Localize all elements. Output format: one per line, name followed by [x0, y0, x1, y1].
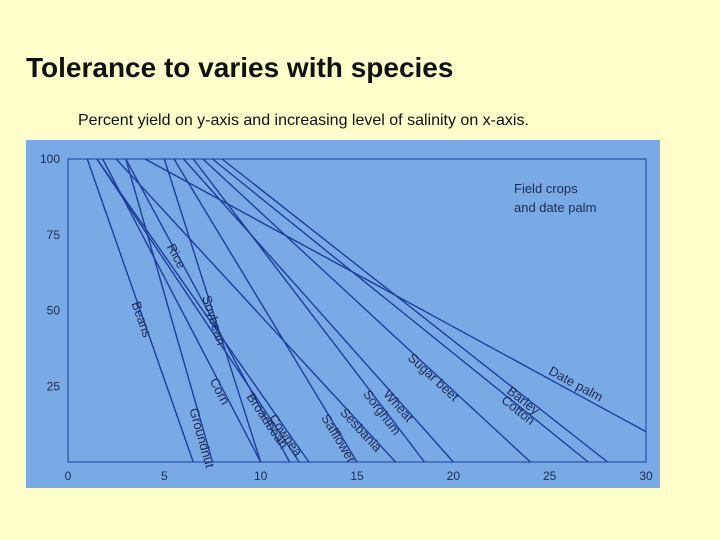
slide-subtitle: Percent yield on y-axis and increasing l…	[78, 112, 529, 129]
plot-background	[26, 140, 660, 488]
series-line	[192, 158, 425, 463]
series-line	[96, 158, 310, 463]
series-line	[125, 158, 291, 463]
y-tick-label: 50	[47, 304, 61, 318]
x-tick-label: 15	[350, 469, 364, 483]
y-tick-label: 75	[47, 228, 61, 242]
series-line	[221, 158, 608, 463]
series-line	[163, 158, 262, 463]
x-tick-label: 25	[543, 469, 557, 483]
x-tick-label: 30	[639, 469, 653, 483]
y-tick-label: 25	[47, 379, 61, 393]
series-line	[96, 158, 300, 463]
x-tick-label: 0	[65, 469, 72, 483]
series-line	[183, 158, 454, 463]
series-line	[212, 158, 589, 463]
y-tick-label: 100	[40, 152, 60, 166]
series-line	[125, 158, 214, 463]
x-tick-label: 20	[447, 469, 461, 483]
x-tick-label: 5	[161, 469, 168, 483]
salinity-tolerance-chart: 25 50 75 100 0 5 10 15 20 25 30 Field crops and date…	[26, 140, 660, 488]
series-line	[173, 158, 358, 463]
annotation-label: and date palm	[514, 200, 596, 215]
series-line	[86, 158, 194, 463]
series-line	[144, 158, 647, 433]
x-tick-label: 10	[254, 469, 268, 483]
series-line	[102, 158, 262, 463]
series-line	[202, 158, 531, 463]
series-line	[115, 158, 397, 463]
annotation-label: Field crops	[514, 181, 578, 196]
slide-title: Tolerance to varies with species	[26, 52, 454, 83]
